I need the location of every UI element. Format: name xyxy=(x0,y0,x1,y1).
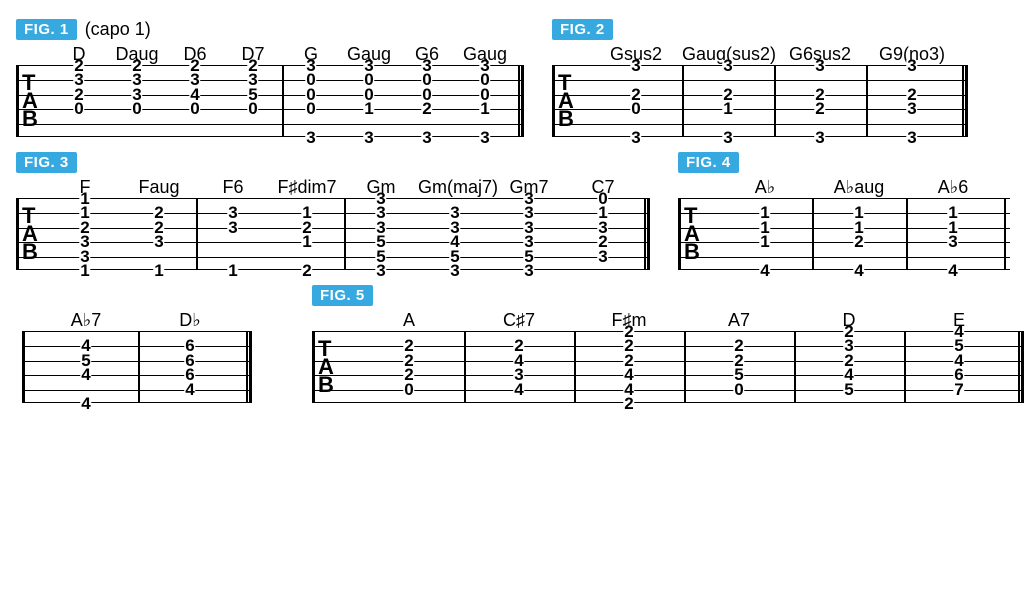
fret-number: 4 xyxy=(80,369,91,381)
fret-number: 3 xyxy=(722,60,733,72)
tab-staff: TAB2220243422244222502324545467 xyxy=(312,331,1024,403)
fret-number: 3 xyxy=(906,132,917,144)
chord-label-row: A♭A♭augA♭6 xyxy=(678,177,1010,198)
figure-badge: FIG. 3 xyxy=(16,152,77,173)
fret-number: 1 xyxy=(759,236,770,248)
fret-number: 0 xyxy=(403,384,414,396)
chord-label: A xyxy=(354,310,464,331)
fret-number: 1 xyxy=(479,103,490,115)
fret-number: 2 xyxy=(623,398,634,410)
tab-staff: 45446664 xyxy=(22,331,252,403)
fret-number: 3 xyxy=(479,132,490,144)
fret-number: 3 xyxy=(947,236,958,248)
fret-number: 4 xyxy=(184,384,195,396)
fig2: FIG. 2Gsus2Gaug(sus2)G6sus2G9(no3)TAB320… xyxy=(552,18,968,137)
chord-label: A♭ xyxy=(718,177,812,198)
fig5-header: FIG. 5 xyxy=(312,284,1024,306)
tab-staff: TAB1123312231331121233355333453333353013… xyxy=(16,198,650,270)
fig1-header: FIG. 1 (capo 1) xyxy=(16,18,524,40)
fret-number: 3 xyxy=(814,60,825,72)
figure-badge: FIG. 4 xyxy=(678,152,739,173)
fret-number: 3 xyxy=(630,60,641,72)
chord-label: A♭7 xyxy=(34,310,138,331)
chord-label: A7 xyxy=(684,310,794,331)
fret-number: 3 xyxy=(906,103,917,115)
fret-number: 1 xyxy=(153,265,164,277)
row-1: FIG. 1(capo 1)DDaugD6D7GGaugG6GaugTAB232… xyxy=(16,18,1008,137)
tab-staff: TAB111411241134 xyxy=(678,198,1010,270)
fret-number: 0 xyxy=(733,384,744,396)
figure-badge: FIG. 5 xyxy=(312,285,373,306)
fret-number: 4 xyxy=(80,398,91,410)
fret-number: 1 xyxy=(363,103,374,115)
chord-label: Faug xyxy=(122,177,196,198)
chord-label: A♭6 xyxy=(906,177,1000,198)
fig5: FIG. 5AC♯7F♯mA7DETAB22202434222442225023… xyxy=(312,284,1024,403)
fig1: FIG. 1(capo 1)DDaugD6D7GGaugG6GaugTAB232… xyxy=(16,18,524,137)
chord-label: Gm(maj7) xyxy=(418,177,492,198)
fret-number: 3 xyxy=(227,222,238,234)
chord-label: C♯7 xyxy=(464,310,574,331)
fret-number: 4 xyxy=(947,265,958,277)
chord-label: F6 xyxy=(196,177,270,198)
fret-number: 3 xyxy=(523,265,534,277)
fret-number: 3 xyxy=(630,132,641,144)
fig4-header: FIG. 4 xyxy=(678,151,1010,173)
chord-label-row: A♭7D♭ xyxy=(22,310,252,331)
fret-number: 3 xyxy=(722,132,733,144)
chord-label-row: AC♯7F♯mA7DE xyxy=(312,310,1024,331)
fret-number: 2 xyxy=(853,236,864,248)
chord-label-row: DDaugD6D7GGaugG6Gaug xyxy=(16,44,524,65)
tab-staff: TAB232023302340235030003300133002330013 xyxy=(16,65,524,137)
figure-badge: FIG. 1 xyxy=(16,19,77,40)
figure-badge: FIG. 2 xyxy=(552,19,613,40)
fret-number: 2 xyxy=(421,103,432,115)
fig4: FIG. 4A♭A♭augA♭6TAB111411241134 xyxy=(678,151,1010,270)
fret-number: 3 xyxy=(814,132,825,144)
fret-number: 0 xyxy=(189,103,200,115)
fret-number: 3 xyxy=(449,265,460,277)
row-3: A♭7D♭45446664 FIG. 5AC♯7F♯mA7DETAB222024… xyxy=(16,284,1008,403)
fret-number: 2 xyxy=(301,265,312,277)
fig3: FIG. 3FFaugF6F♯dim7GmGm(maj7)Gm7C7TAB112… xyxy=(16,151,650,270)
fret-number: 3 xyxy=(305,132,316,144)
fret-number: 2 xyxy=(814,103,825,115)
row-2: FIG. 3FFaugF6F♯dim7GmGm(maj7)Gm7C7TAB112… xyxy=(16,151,1008,270)
figure-note: (capo 1) xyxy=(85,19,151,40)
tab-staff: TAB3203321332233233 xyxy=(552,65,968,137)
fig3-header: FIG. 3 xyxy=(16,151,650,173)
fig4b: A♭7D♭45446664 xyxy=(22,284,252,403)
chord-label-row: FFaugF6F♯dim7GmGm(maj7)Gm7C7 xyxy=(16,177,650,198)
fret-number: 1 xyxy=(227,265,238,277)
fret-number: 3 xyxy=(906,60,917,72)
fig2-header: FIG. 2 xyxy=(552,18,968,40)
fret-number: 1 xyxy=(722,103,733,115)
chord-label: D♭ xyxy=(138,310,242,331)
fret-number: 4 xyxy=(759,265,770,277)
fret-number: 4 xyxy=(853,265,864,277)
fret-number: 3 xyxy=(375,265,386,277)
fret-number: 4 xyxy=(513,384,524,396)
fret-number: 1 xyxy=(301,236,312,248)
fret-number: 0 xyxy=(630,103,641,115)
fret-number: 1 xyxy=(79,265,90,277)
fret-number: 0 xyxy=(247,103,258,115)
fret-number: 3 xyxy=(421,132,432,144)
chord-label: F♯dim7 xyxy=(270,177,344,198)
fret-number: 3 xyxy=(153,236,164,248)
fret-number: 7 xyxy=(953,384,964,396)
fret-number: 0 xyxy=(305,103,316,115)
fret-number: 0 xyxy=(73,103,84,115)
fret-number: 0 xyxy=(131,103,142,115)
fret-number: 3 xyxy=(363,132,374,144)
chord-label: A♭aug xyxy=(812,177,906,198)
fret-number: 5 xyxy=(843,384,854,396)
fret-number: 3 xyxy=(597,251,608,263)
